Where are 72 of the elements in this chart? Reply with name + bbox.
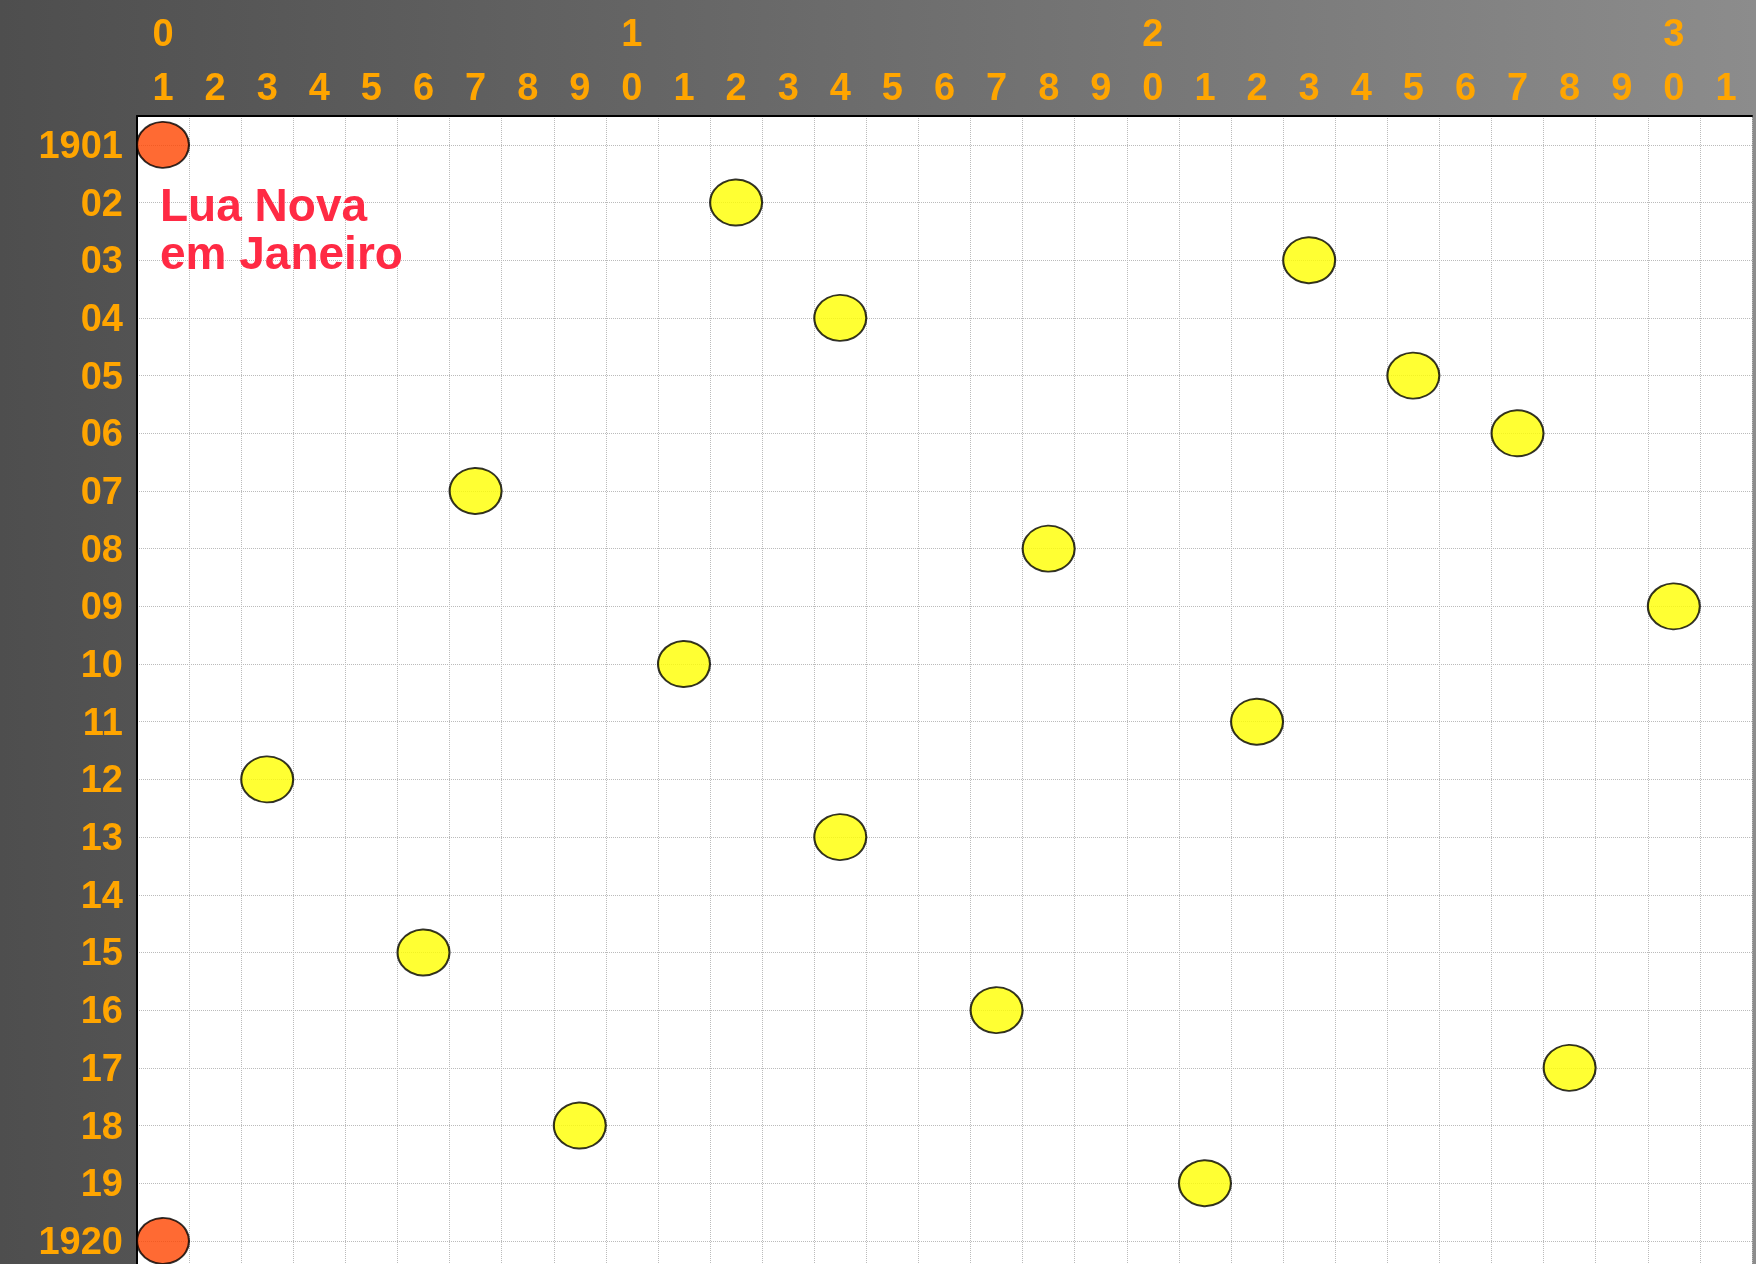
y-tick-label: 1901 <box>38 123 123 166</box>
y-tick-label: 15 <box>80 931 123 974</box>
point <box>1178 1159 1232 1208</box>
x-tick-label: 7 <box>465 66 487 108</box>
text: 0 <box>152 12 174 54</box>
point <box>136 1216 191 1264</box>
x-tick-label: 3 <box>1298 66 1320 108</box>
x-tick-label: 4 <box>1350 66 1372 108</box>
point <box>1230 697 1285 746</box>
y-tick-label: 02 <box>80 181 123 224</box>
y-tick-label: 07 <box>80 469 123 512</box>
y-tick-label: 1920 <box>38 1219 123 1262</box>
x-tick-label: 6 <box>933 66 956 108</box>
x-tick-label: 7 <box>1506 66 1529 108</box>
point <box>1542 1043 1597 1092</box>
x-tick-label: 4 <box>829 66 851 108</box>
x-tick-label: 7 <box>986 66 1008 108</box>
y-tick-label: 18 <box>80 1104 123 1147</box>
y-tick-label: 13 <box>80 816 123 859</box>
x-tick-label: 5 <box>1402 66 1424 108</box>
point <box>552 1101 607 1150</box>
x-tick-label: 0 <box>1142 66 1164 108</box>
y-tick-label: 16 <box>80 989 123 1032</box>
point <box>1490 409 1545 458</box>
x-tick-label: 3 <box>777 66 799 108</box>
y-tick-label: 14 <box>80 873 123 916</box>
y-tick-label: 12 <box>80 758 123 801</box>
x-tick-label: 8 <box>1038 66 1060 108</box>
x-tick-label: 9 <box>1090 66 1112 108</box>
point <box>813 293 868 342</box>
point <box>657 640 712 689</box>
x-tick-label: 0 <box>621 66 643 108</box>
point <box>709 178 764 227</box>
text: 2 <box>1142 12 1164 54</box>
x-tick-label: 5 <box>360 66 383 108</box>
x-tick-label: 5 <box>881 66 903 108</box>
x-tick-label: 3 <box>256 66 278 108</box>
x-tick-label: 2 <box>1246 66 1268 108</box>
x-tick-label: 6 <box>412 66 435 108</box>
x-tick-label: 2 <box>725 66 747 108</box>
y-tick-label: 09 <box>80 585 123 628</box>
y-tick-label: 10 <box>80 643 123 686</box>
point <box>1386 351 1441 400</box>
point <box>396 928 451 977</box>
text: 1 <box>621 12 643 54</box>
x-tick-label: 1 <box>1715 66 1737 108</box>
x-tick-label: 8 <box>1559 66 1581 108</box>
text: 3 <box>1663 12 1685 54</box>
y-tick-label: 06 <box>80 412 123 455</box>
y-tick-label: 17 <box>80 1046 123 1089</box>
x-tick-label: 6 <box>1454 66 1477 108</box>
x-tick-label: 1 <box>673 66 695 108</box>
x-tick-label: 0 <box>1663 66 1685 108</box>
x-tick-label: 1 <box>1194 66 1216 108</box>
x-tick-label: 8 <box>517 66 539 108</box>
point <box>1282 236 1337 285</box>
point <box>448 466 503 515</box>
y-tick-label: 08 <box>80 527 123 570</box>
y-tick-label: 19 <box>80 1162 123 1205</box>
point <box>240 755 295 804</box>
x-tick-label: 9 <box>1611 66 1633 108</box>
y-tick-label: 04 <box>80 296 123 339</box>
point <box>1646 582 1701 631</box>
x-tick-label: 2 <box>204 66 226 108</box>
x-tick-label: 9 <box>569 66 591 108</box>
point <box>1021 524 1076 573</box>
y-tick-label: 05 <box>80 354 123 397</box>
point <box>969 986 1024 1035</box>
y-tick-label: 11 <box>82 700 123 743</box>
y-tick-label: 03 <box>80 239 123 282</box>
x-tick-label: 4 <box>308 66 330 108</box>
x-tick-label: 1 <box>152 66 174 108</box>
